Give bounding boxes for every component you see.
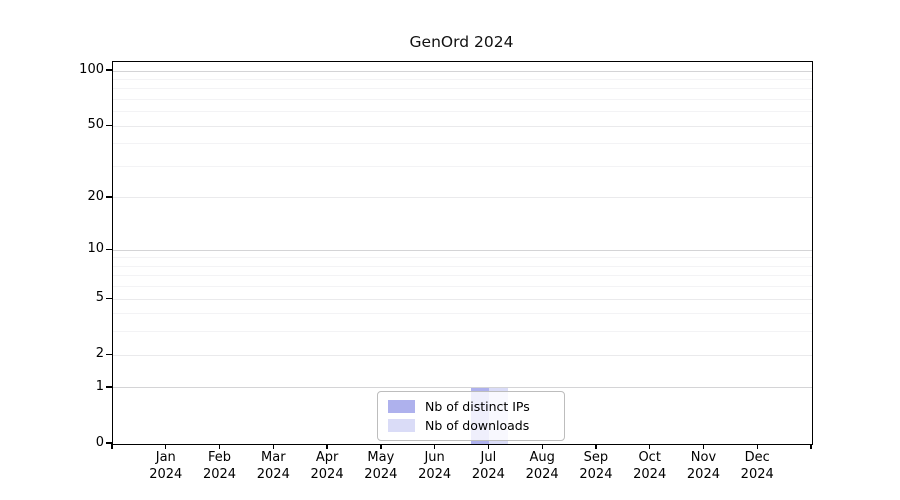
legend-label-downloads: Nb of downloads bbox=[425, 418, 530, 433]
x-label-month: Nov bbox=[690, 450, 717, 465]
x-tick-label: Aug 2024 bbox=[514, 450, 570, 483]
gridline-minor bbox=[113, 331, 812, 333]
legend-label-distinct-ips: Nb of distinct IPs bbox=[425, 399, 530, 414]
x-label-year: 2024 bbox=[256, 466, 290, 482]
y-tick bbox=[106, 248, 112, 250]
legend: Nb of distinct IPs Nb of downloads bbox=[377, 391, 565, 441]
y-tick-label: 1 bbox=[95, 378, 104, 394]
x-label-month: Mar bbox=[261, 450, 286, 465]
x-label-month: Dec bbox=[744, 450, 770, 465]
x-tick bbox=[165, 444, 167, 449]
y-tick bbox=[106, 196, 112, 198]
x-label-month: Jan bbox=[155, 450, 176, 465]
legend-item-distinct-ips: Nb of distinct IPs bbox=[388, 399, 554, 414]
x-tick bbox=[595, 444, 597, 449]
x-label-month: Feb bbox=[208, 450, 232, 465]
x-tick-label: Apr 2024 bbox=[299, 450, 355, 483]
x-tick-label: May 2024 bbox=[353, 450, 409, 483]
y-tick-label: 20 bbox=[87, 188, 104, 204]
x-tick bbox=[434, 444, 436, 449]
legend-swatch-distinct-ips bbox=[388, 400, 415, 413]
y-tick bbox=[106, 124, 112, 126]
x-label-year: 2024 bbox=[202, 466, 237, 482]
gridline-minor bbox=[113, 88, 812, 90]
x-tick-label: Jun 2024 bbox=[407, 450, 463, 483]
y-tick-label: 0 bbox=[95, 435, 104, 450]
x-tick bbox=[702, 444, 705, 449]
x-label-year: 2024 bbox=[418, 466, 452, 482]
x-label-month: Jul bbox=[480, 450, 497, 465]
y-tick bbox=[106, 386, 112, 388]
gridline-minor bbox=[113, 286, 812, 288]
x-label-year: 2024 bbox=[740, 466, 774, 482]
y-tick bbox=[106, 69, 112, 71]
x-label-year: 2024 bbox=[686, 466, 720, 482]
x-label-month: Jun bbox=[424, 450, 445, 465]
x-label-month: May bbox=[367, 450, 395, 465]
x-label-month: Oct bbox=[638, 450, 661, 465]
gridline-major bbox=[113, 249, 812, 251]
gridline-minor bbox=[113, 143, 812, 145]
x-tick-label: Mar 2024 bbox=[245, 450, 301, 483]
gridline-minor bbox=[113, 78, 812, 80]
x-tick bbox=[272, 444, 274, 449]
x-tick bbox=[326, 444, 328, 449]
x-tick-label: Dec 2024 bbox=[729, 450, 785, 483]
x-tick-label: Feb 2024 bbox=[192, 450, 248, 483]
x-label-year: 2024 bbox=[471, 466, 505, 482]
x-tick-label: Oct 2024 bbox=[622, 450, 678, 483]
x-tick-edge bbox=[111, 444, 113, 449]
gridline-minor bbox=[113, 111, 812, 113]
y-tick-label: 100 bbox=[79, 62, 104, 78]
x-label-year: 2024 bbox=[149, 466, 183, 482]
y-tick bbox=[106, 353, 112, 355]
gridline-major bbox=[113, 125, 812, 127]
y-tick-label: 2 bbox=[95, 346, 104, 362]
x-tick bbox=[649, 444, 651, 449]
gridline-major bbox=[113, 387, 812, 389]
gridline-minor bbox=[113, 99, 812, 101]
x-tick-label: Nov 2024 bbox=[675, 450, 731, 483]
y-tick bbox=[106, 297, 112, 299]
gridline-major bbox=[113, 197, 812, 199]
legend-swatch-downloads bbox=[388, 419, 415, 432]
gridline-major bbox=[113, 70, 812, 72]
legend-item-downloads: Nb of downloads bbox=[388, 418, 554, 433]
y-tick-label: 50 bbox=[87, 117, 104, 133]
x-tick bbox=[541, 444, 543, 449]
x-tick bbox=[380, 444, 382, 449]
x-label-year: 2024 bbox=[579, 466, 613, 482]
x-label-year: 2024 bbox=[310, 466, 344, 482]
gridline-major bbox=[113, 354, 812, 356]
gridline-minor bbox=[113, 257, 812, 259]
gridline-minor bbox=[113, 265, 812, 267]
x-label-month: Sep bbox=[583, 450, 609, 465]
x-label-year: 2024 bbox=[364, 466, 398, 482]
gridline-minor bbox=[113, 275, 812, 277]
x-label-year: 2024 bbox=[633, 466, 667, 482]
gridline-major bbox=[113, 298, 812, 300]
x-tick bbox=[218, 444, 221, 449]
y-tick-label: 10 bbox=[87, 241, 104, 257]
y-tick-label: 5 bbox=[95, 290, 104, 306]
x-tick-label: Sep 2024 bbox=[568, 450, 624, 483]
plot-area: Nb of distinct IPs Nb of downloads bbox=[112, 61, 813, 445]
x-tick bbox=[487, 444, 490, 449]
x-label-month: Aug bbox=[529, 450, 555, 465]
x-label-month: Apr bbox=[315, 450, 339, 465]
x-label-year: 2024 bbox=[525, 466, 559, 482]
x-tick-label: Jan 2024 bbox=[138, 450, 194, 483]
y-tick bbox=[106, 442, 112, 444]
x-tick-label: Jul 2024 bbox=[460, 450, 516, 483]
gridline-minor bbox=[113, 313, 812, 315]
x-tick-edge bbox=[810, 444, 812, 449]
chart-title: GenOrd 2024 bbox=[409, 33, 514, 51]
x-tick bbox=[756, 444, 758, 449]
gridline-minor bbox=[113, 166, 812, 167]
